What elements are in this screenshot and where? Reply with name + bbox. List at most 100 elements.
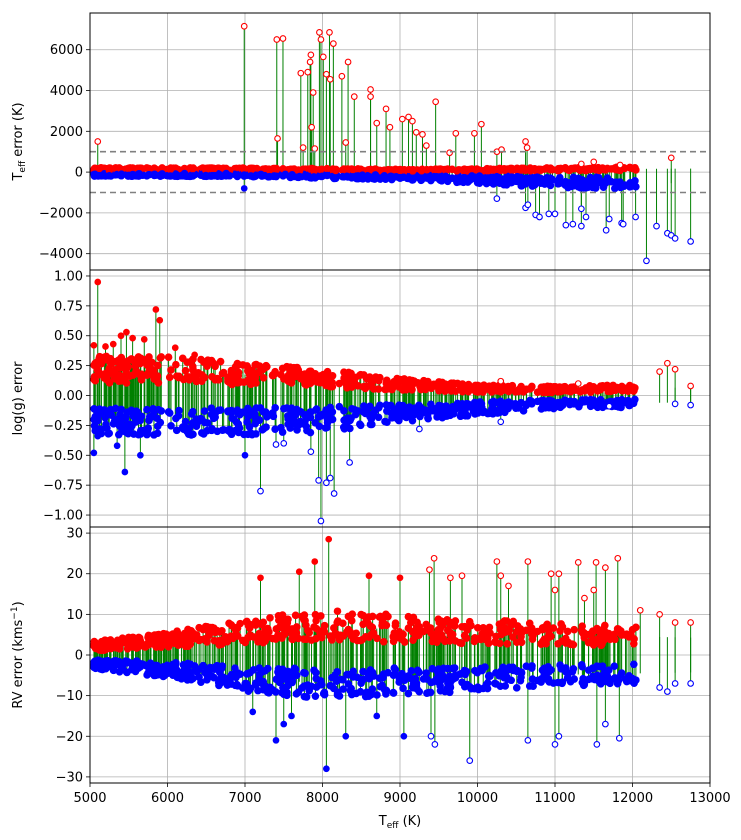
logg-upper-point: [105, 379, 114, 387]
teff-upper-point: [486, 165, 495, 173]
rv-upper-point: [517, 638, 526, 647]
logg-upper-point: [293, 363, 301, 372]
teff-outlier-upper-22: [344, 58, 352, 66]
logg-upper-point: [340, 368, 348, 376]
teff-outlier-upper-19: [330, 40, 337, 47]
rv-upper-point: [359, 611, 368, 620]
rv-upper-point: [134, 633, 143, 642]
logg-lower-point: [165, 409, 174, 417]
teff-lower-point: [208, 171, 216, 180]
rv-lower-point: [335, 692, 344, 700]
logg-outlier-lower-12: [323, 479, 330, 487]
teff-lower-point: [91, 170, 99, 179]
logg-upper-point: [187, 357, 196, 366]
rv-lower-point: [512, 684, 521, 692]
rv-upper-point: [320, 621, 329, 630]
teff-upper-point: [468, 165, 476, 173]
logg-outlier-upper-15: [656, 368, 663, 375]
logg-upper-point: [463, 384, 472, 393]
rv-lower-point: [378, 673, 387, 682]
rv-lower-point: [605, 666, 613, 675]
teff-outlier-upper-46: [616, 161, 624, 169]
logg-upper-point: [243, 362, 251, 370]
logg-upper-point: [287, 376, 296, 384]
teff-outlier-lower-1: [493, 195, 501, 202]
logg-lower-point: [408, 412, 417, 421]
teff-outlier-upper-42: [522, 138, 529, 145]
logg-lower-point: [312, 405, 321, 413]
logg-ytick-label-6: 0.50: [54, 329, 83, 344]
teff-outlier-upper-43: [523, 144, 531, 151]
rv-upper-point: [268, 634, 277, 643]
rv-lower-point: [380, 685, 389, 694]
rv-upper-point: [164, 642, 173, 651]
logg-lower-point: [614, 403, 623, 411]
logg-upper-point: [427, 384, 436, 393]
rv-upper-point: [462, 634, 471, 642]
rv-lower-point: [584, 666, 593, 674]
teff-upper-point: [459, 166, 468, 175]
rv-lower-point: [244, 687, 253, 695]
teff-lower-point: [516, 174, 525, 183]
logg-outlier-lower-9: [307, 448, 315, 456]
rv-upper-point: [492, 638, 500, 647]
logg-lower-point: [228, 427, 236, 435]
rv-upper-point: [128, 643, 136, 651]
logg-upper-point: [245, 370, 254, 379]
logg-lower-point: [554, 398, 562, 407]
logg-outlier-upper-4: [117, 332, 125, 340]
teff-lower-point: [145, 170, 153, 179]
logg-ytick-label-0: −1.00: [43, 509, 83, 524]
logg-lower-point: [198, 429, 206, 437]
rv-upper-point: [412, 624, 421, 632]
teff-outlier-lower-7: [551, 210, 559, 218]
logg-lower-point: [376, 401, 384, 410]
teff-lower-point: [396, 173, 404, 182]
teff-outlier-lower-0: [240, 185, 248, 192]
logg-outlier-lower-11: [317, 517, 325, 525]
rv-upper-point: [516, 625, 525, 633]
teff-lower-point: [507, 178, 515, 187]
rv-upper-point: [400, 638, 409, 646]
logg-lower-point: [121, 413, 130, 421]
teff-lower-point: [105, 171, 114, 180]
logg-outlier-upper-6: [129, 334, 136, 342]
logg-upper-point: [172, 360, 180, 369]
logg-lower-point: [391, 408, 399, 417]
logg-upper-point: [181, 366, 190, 375]
teff-upper-point: [507, 165, 515, 173]
teff-outlier-upper-44: [577, 160, 585, 168]
rv-lower-point: [232, 673, 240, 682]
logg-upper-point: [367, 382, 376, 391]
logg-upper-point: [328, 382, 337, 391]
logg-upper-point: [351, 373, 360, 382]
teff-lower-point: [295, 172, 304, 181]
rv-upper-point: [495, 620, 504, 628]
rv-lower-point: [389, 688, 398, 697]
logg-upper-point: [154, 379, 163, 387]
logg-upper-point: [100, 371, 109, 380]
rv-lower-point: [128, 659, 136, 668]
logg-lower-point: [146, 413, 154, 421]
rv-upper-point: [154, 630, 163, 639]
rv-lower-point: [558, 679, 566, 688]
teff-lower-point: [629, 182, 637, 190]
teff-lower-point: [247, 172, 255, 180]
rv-upper-point: [592, 637, 600, 646]
teff-lower-point: [331, 174, 340, 183]
logg-outlier-upper-1: [90, 341, 98, 349]
logg-outlier-lower-15: [346, 459, 353, 466]
logg-upper-point: [408, 376, 417, 385]
logg-upper-point: [117, 353, 126, 362]
teff-outlier-lower-22: [671, 235, 679, 242]
teff-lower-point: [453, 178, 461, 187]
logg-outlier-lower-13: [326, 474, 334, 482]
teff-lower-point: [554, 180, 562, 188]
rv-lower-point: [617, 671, 625, 679]
logg-upper-point: [119, 363, 127, 372]
rv-upper-point: [343, 628, 351, 636]
rv-lower-point: [243, 670, 251, 678]
logg-upper-point: [528, 382, 536, 391]
logg-lower-point: [106, 405, 115, 414]
logg-lower-point: [340, 407, 348, 415]
